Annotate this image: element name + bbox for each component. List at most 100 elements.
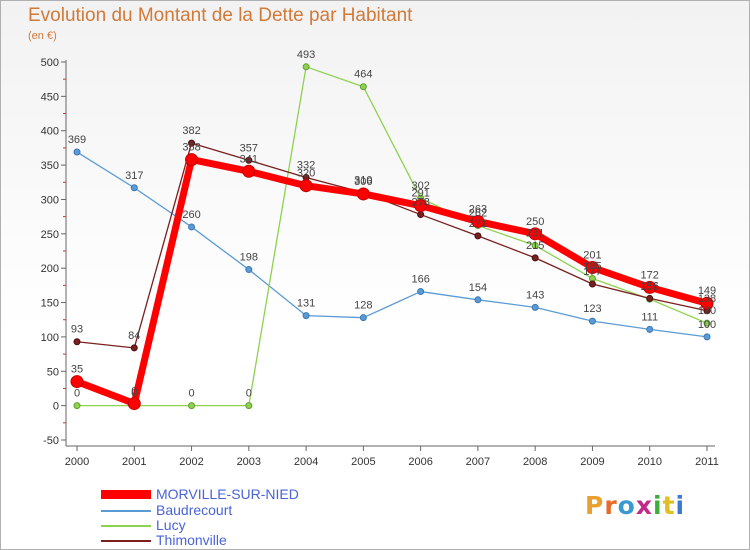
data-point[interactable] [299, 179, 313, 193]
data-label: 306 [354, 176, 372, 188]
data-point[interactable] [188, 402, 196, 410]
data-point[interactable] [245, 402, 253, 410]
data-label: 0 [246, 388, 252, 400]
data-point[interactable] [643, 280, 657, 294]
x-tick-label: 2005 [351, 456, 375, 468]
data-point[interactable] [646, 294, 654, 302]
y-tick-label: 400 [41, 126, 59, 138]
series-lines [75, 66, 708, 408]
data-label: 111 [641, 311, 658, 323]
series-line-1 [76, 151, 708, 338]
data-label: 166 [411, 274, 429, 286]
data-point[interactable] [73, 402, 81, 410]
legend-label: Lucy [156, 517, 186, 533]
data-label: 0 [188, 388, 194, 400]
y-tick-label: 100 [41, 332, 59, 344]
data-label: 464 [354, 69, 372, 81]
series-line-3 [76, 142, 708, 349]
data-point[interactable] [245, 156, 253, 164]
y-tick-label: 300 [41, 194, 59, 206]
data-label: 123 [583, 303, 601, 315]
data-point[interactable] [188, 223, 196, 231]
y-tick-label: 50 [47, 366, 59, 378]
legend-swatch-thimonville [101, 540, 151, 542]
data-label: 143 [526, 289, 544, 301]
data-point[interactable] [471, 214, 485, 228]
data-point[interactable] [242, 164, 256, 178]
data-label: 149 [698, 285, 716, 297]
data-label: 0 [131, 388, 137, 400]
data-point[interactable] [70, 375, 84, 389]
data-label: 128 [354, 300, 372, 312]
data-label: 155 [641, 281, 659, 293]
y-tick-label: 200 [41, 263, 59, 275]
data-point[interactable] [417, 288, 425, 296]
data-label: 138 [698, 293, 716, 305]
logo-letter: o [617, 491, 636, 520]
data-point[interactable] [588, 317, 596, 325]
data-label: 156 [641, 280, 659, 292]
data-point[interactable] [528, 227, 542, 241]
data-label: 215 [526, 240, 544, 252]
data-point[interactable] [302, 312, 310, 320]
data-label: 0 [131, 386, 137, 398]
data-point[interactable] [474, 232, 482, 240]
data-point[interactable] [302, 63, 310, 71]
data-label: 260 [182, 209, 200, 221]
y-tick-label: -50 [43, 435, 59, 447]
data-label: 291 [411, 188, 429, 200]
data-point[interactable] [130, 344, 138, 352]
legend-label: MORVILLE-SUR-NIED [156, 486, 299, 502]
data-point[interactable] [185, 153, 199, 167]
y-tick-label: 0 [53, 401, 59, 413]
data-point[interactable] [188, 139, 196, 147]
data-label: 131 [297, 298, 315, 310]
data-point[interactable] [531, 242, 539, 250]
data-point[interactable] [127, 397, 141, 411]
data-point[interactable] [73, 148, 81, 156]
data-label: 250 [526, 216, 544, 228]
x-tick-label: 2003 [237, 456, 261, 468]
data-point[interactable] [414, 199, 428, 213]
series-line-0 [75, 156, 708, 408]
legend-swatch-lucy [101, 525, 151, 527]
data-point[interactable] [585, 260, 599, 274]
logo-letter: i [653, 491, 663, 520]
data-point[interactable] [703, 319, 711, 327]
data-point[interactable] [356, 187, 370, 201]
data-point[interactable] [359, 83, 367, 91]
data-label: 369 [68, 134, 86, 146]
data-point[interactable] [531, 254, 539, 262]
y-tick-label: 450 [41, 91, 59, 103]
legend-label: Thimonville [156, 532, 227, 548]
data-point[interactable] [703, 333, 711, 341]
data-point[interactable] [73, 338, 81, 346]
data-point[interactable] [700, 296, 714, 310]
data-point[interactable] [588, 280, 596, 288]
x-tick-label: 2001 [122, 456, 146, 468]
data-point[interactable] [245, 266, 253, 274]
y-tick-label: 500 [41, 57, 59, 69]
data-point[interactable] [359, 314, 367, 322]
logo-letter: t [662, 491, 676, 520]
data-label: 493 [297, 49, 315, 61]
x-tick-label: 2004 [294, 456, 318, 468]
data-label: 382 [182, 125, 200, 137]
x-tick-label: 2002 [179, 456, 203, 468]
x-tick-label: 2009 [580, 456, 604, 468]
y-tick-label: 250 [41, 229, 59, 241]
data-point[interactable] [130, 184, 138, 192]
data-point[interactable] [417, 211, 425, 219]
data-label: 320 [297, 168, 315, 180]
data-label: 35 [71, 364, 83, 376]
logo-letter: P [585, 491, 605, 520]
x-tick-label: 2000 [65, 456, 89, 468]
series-line-2 [77, 66, 708, 407]
data-point[interactable] [474, 296, 482, 304]
data-point[interactable] [531, 303, 539, 311]
data-label: 120 [698, 305, 716, 317]
data-point[interactable] [646, 325, 654, 333]
